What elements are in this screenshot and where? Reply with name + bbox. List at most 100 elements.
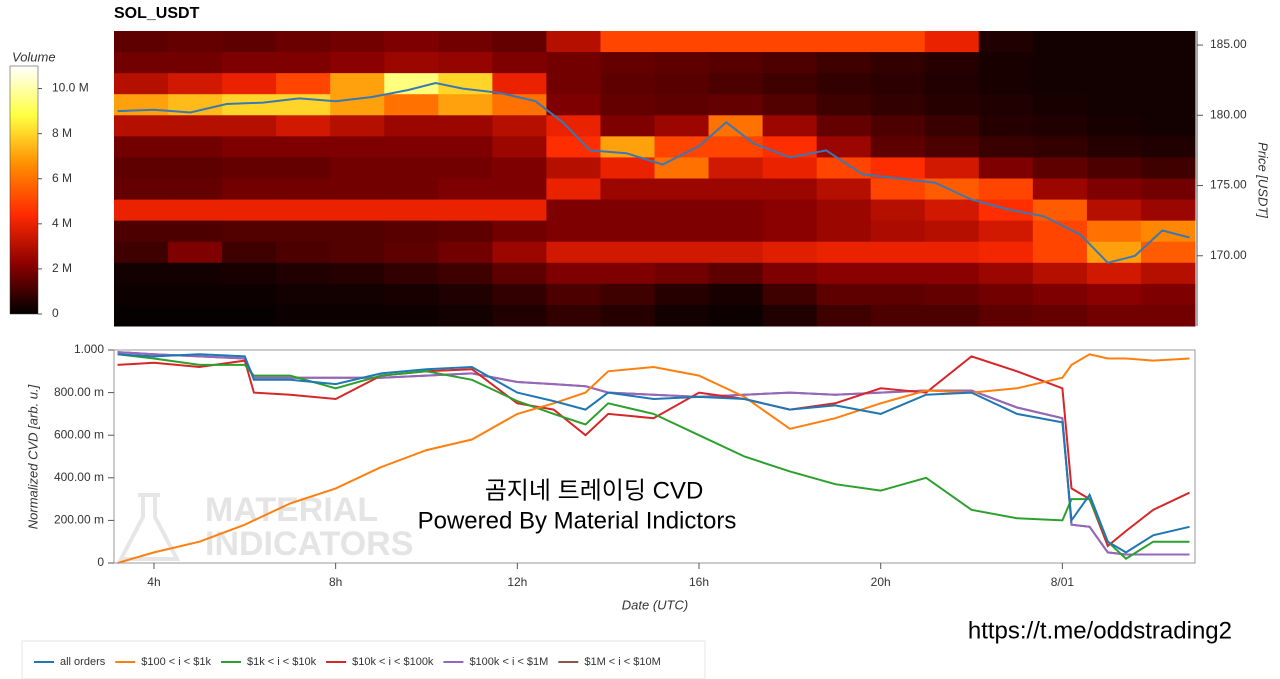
heat-cell	[924, 31, 980, 53]
heat-cell	[114, 241, 169, 264]
heat-cell	[330, 31, 385, 53]
heat-cell	[384, 31, 439, 53]
heat-cell	[330, 94, 385, 116]
heat-cell	[492, 136, 547, 158]
heat-cell	[816, 115, 872, 137]
heat-cell	[384, 73, 439, 95]
heat-cell	[1032, 52, 1088, 74]
heat-cell	[762, 94, 818, 116]
heat-cell	[222, 52, 277, 74]
heat-cell	[1140, 115, 1196, 137]
heat-cell	[168, 52, 223, 74]
heat-cell	[816, 157, 872, 179]
heat-cell	[978, 241, 1034, 264]
heat-cell	[438, 136, 493, 158]
heat-cell	[276, 241, 331, 264]
heat-cell	[870, 73, 926, 95]
heat-cell	[924, 220, 980, 243]
heat-cell	[600, 178, 655, 201]
y-tick-label: 800.00 m	[54, 385, 104, 399]
heat-cell	[654, 115, 710, 137]
heat-cell	[330, 178, 385, 201]
heat-cell	[978, 73, 1034, 95]
watermark-flask	[117, 493, 181, 561]
heat-cell	[438, 283, 493, 306]
heat-cell	[1032, 178, 1088, 201]
heat-cell	[762, 199, 818, 222]
heat-cell	[168, 262, 223, 285]
heat-cell	[546, 304, 601, 327]
x-tick-label: 4h	[147, 575, 160, 589]
heat-cell	[816, 283, 872, 306]
heat-cell	[762, 220, 818, 243]
heat-cell	[222, 178, 277, 201]
heat-cell	[1086, 178, 1142, 201]
heat-cell	[978, 115, 1034, 137]
x-tick-label: 12h	[507, 575, 527, 589]
heat-cell	[492, 178, 547, 201]
heat-cell	[1140, 304, 1196, 327]
legend-box	[21, 640, 706, 679]
heat-cell	[708, 199, 764, 222]
heat-cell	[276, 31, 331, 53]
heat-cell	[708, 157, 764, 179]
heat-cell	[276, 94, 331, 116]
heat-cell	[816, 31, 872, 53]
heat-cell	[276, 199, 331, 222]
cvd-line	[117, 353, 1190, 554]
y-tick-label: 170.00	[1210, 248, 1247, 262]
heat-cell	[330, 115, 385, 137]
heat-cell	[924, 262, 980, 285]
y-tick-label: 1.000	[74, 342, 104, 356]
heat-cell	[1032, 199, 1088, 222]
x-tick-label: 16h	[689, 575, 709, 589]
heat-cell	[978, 178, 1034, 201]
heat-cell	[1140, 73, 1196, 95]
heat-cell	[600, 31, 655, 53]
heat-cell	[384, 199, 439, 222]
heat-cell	[546, 73, 601, 95]
heat-cell	[438, 73, 493, 95]
heat-cell	[222, 136, 277, 158]
legend-label: $1k < i < $10k	[247, 656, 317, 668]
heat-cell	[384, 52, 439, 74]
heat-cell	[438, 31, 493, 53]
heat-cell	[222, 283, 277, 306]
heat-cell	[1086, 241, 1142, 264]
heat-cell	[708, 31, 764, 53]
heat-cell	[1140, 262, 1196, 285]
heat-cell	[870, 199, 926, 222]
heat-cell	[654, 220, 710, 243]
heat-cell	[492, 199, 547, 222]
heat-cell	[330, 73, 385, 95]
heat-cell	[870, 52, 926, 74]
heat-cell	[276, 52, 331, 74]
heat-cell	[546, 157, 601, 179]
heat-cell	[978, 94, 1034, 116]
heat-cell	[546, 52, 601, 74]
colorbar-tick-label: 8 M	[52, 126, 72, 140]
cvd-line	[117, 353, 1190, 560]
heat-cell	[1032, 115, 1088, 137]
heat-cell	[168, 220, 223, 243]
heat-cell	[708, 94, 764, 116]
heat-cell	[870, 262, 926, 285]
heat-cell	[762, 241, 818, 264]
legend-label: $100k < i < $1M	[469, 656, 548, 668]
heat-cell	[870, 283, 926, 306]
heat-cell	[1086, 115, 1142, 137]
heat-cell	[924, 136, 980, 158]
plot-frame	[113, 349, 1196, 564]
heat-cell	[492, 115, 547, 137]
heat-cell	[1086, 52, 1142, 74]
watermark: INDICATORS	[205, 525, 413, 563]
heat-cell	[978, 283, 1034, 306]
heat-cell	[1140, 136, 1196, 158]
heat-cell	[600, 73, 655, 95]
heat-cell	[168, 31, 223, 53]
heat-cell	[708, 52, 764, 74]
heat-cell	[924, 94, 980, 116]
colorbar	[9, 65, 39, 315]
heat-cell	[1032, 94, 1088, 116]
